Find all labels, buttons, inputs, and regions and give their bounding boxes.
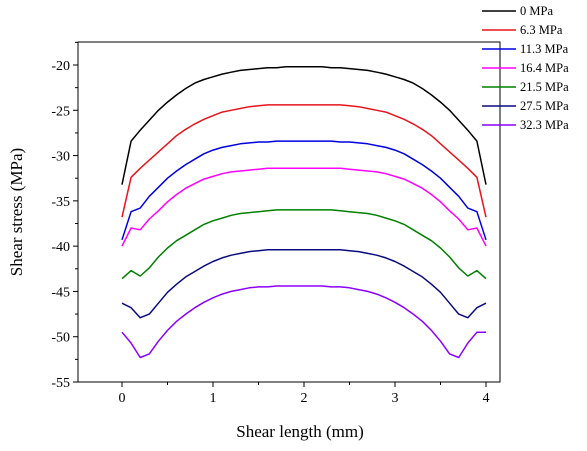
y-tick-label: -55 [51, 376, 70, 391]
legend-label: 32.3 MPa [520, 118, 569, 132]
y-tick-label: -20 [51, 59, 70, 74]
series-line [121, 209, 487, 280]
legend-label: 21.5 MPa [520, 80, 569, 94]
legend-label: 6.3 MPa [520, 23, 563, 37]
x-tick-label: 3 [392, 391, 399, 406]
y-tick-label: -35 [51, 195, 70, 210]
x-axis-title: Shear length (mm) [236, 422, 363, 441]
y-axis-ticks: -20 -25 -30 -35 -40 -45 -50 -55 [51, 41, 78, 391]
series-line [121, 167, 487, 247]
x-tick-label: 1 [210, 391, 217, 406]
y-tick-label: -50 [51, 331, 70, 346]
legend-label: 11.3 MPa [520, 42, 569, 56]
x-axis-ticks: 0 1 2 3 4 [119, 382, 490, 406]
legend: 0 MPa 6.3 MPa 11.3 MPa 16.4 MPa 21.5 MPa 27.5… [482, 4, 569, 132]
series-line [121, 140, 487, 241]
series-line [121, 66, 487, 185]
y-tick-label: -25 [51, 104, 70, 119]
legend-label: 16.4 MPa [520, 61, 569, 75]
legend-label: 27.5 MPa [520, 99, 569, 113]
y-tick-label: -30 [51, 150, 70, 165]
plot-frame [77, 41, 501, 383]
series-line [121, 104, 487, 218]
y-axis-title: Shear stress (MPa) [7, 148, 26, 276]
series-line [121, 249, 487, 319]
x-tick-label: 2 [301, 391, 308, 406]
legend-label: 0 MPa [520, 4, 553, 18]
x-tick-label: 4 [483, 391, 490, 406]
series-lines [121, 66, 487, 359]
series-line [121, 285, 486, 359]
y-tick-label: -45 [51, 285, 70, 300]
x-tick-label: 0 [119, 391, 126, 406]
y-tick-label: -40 [51, 240, 70, 255]
